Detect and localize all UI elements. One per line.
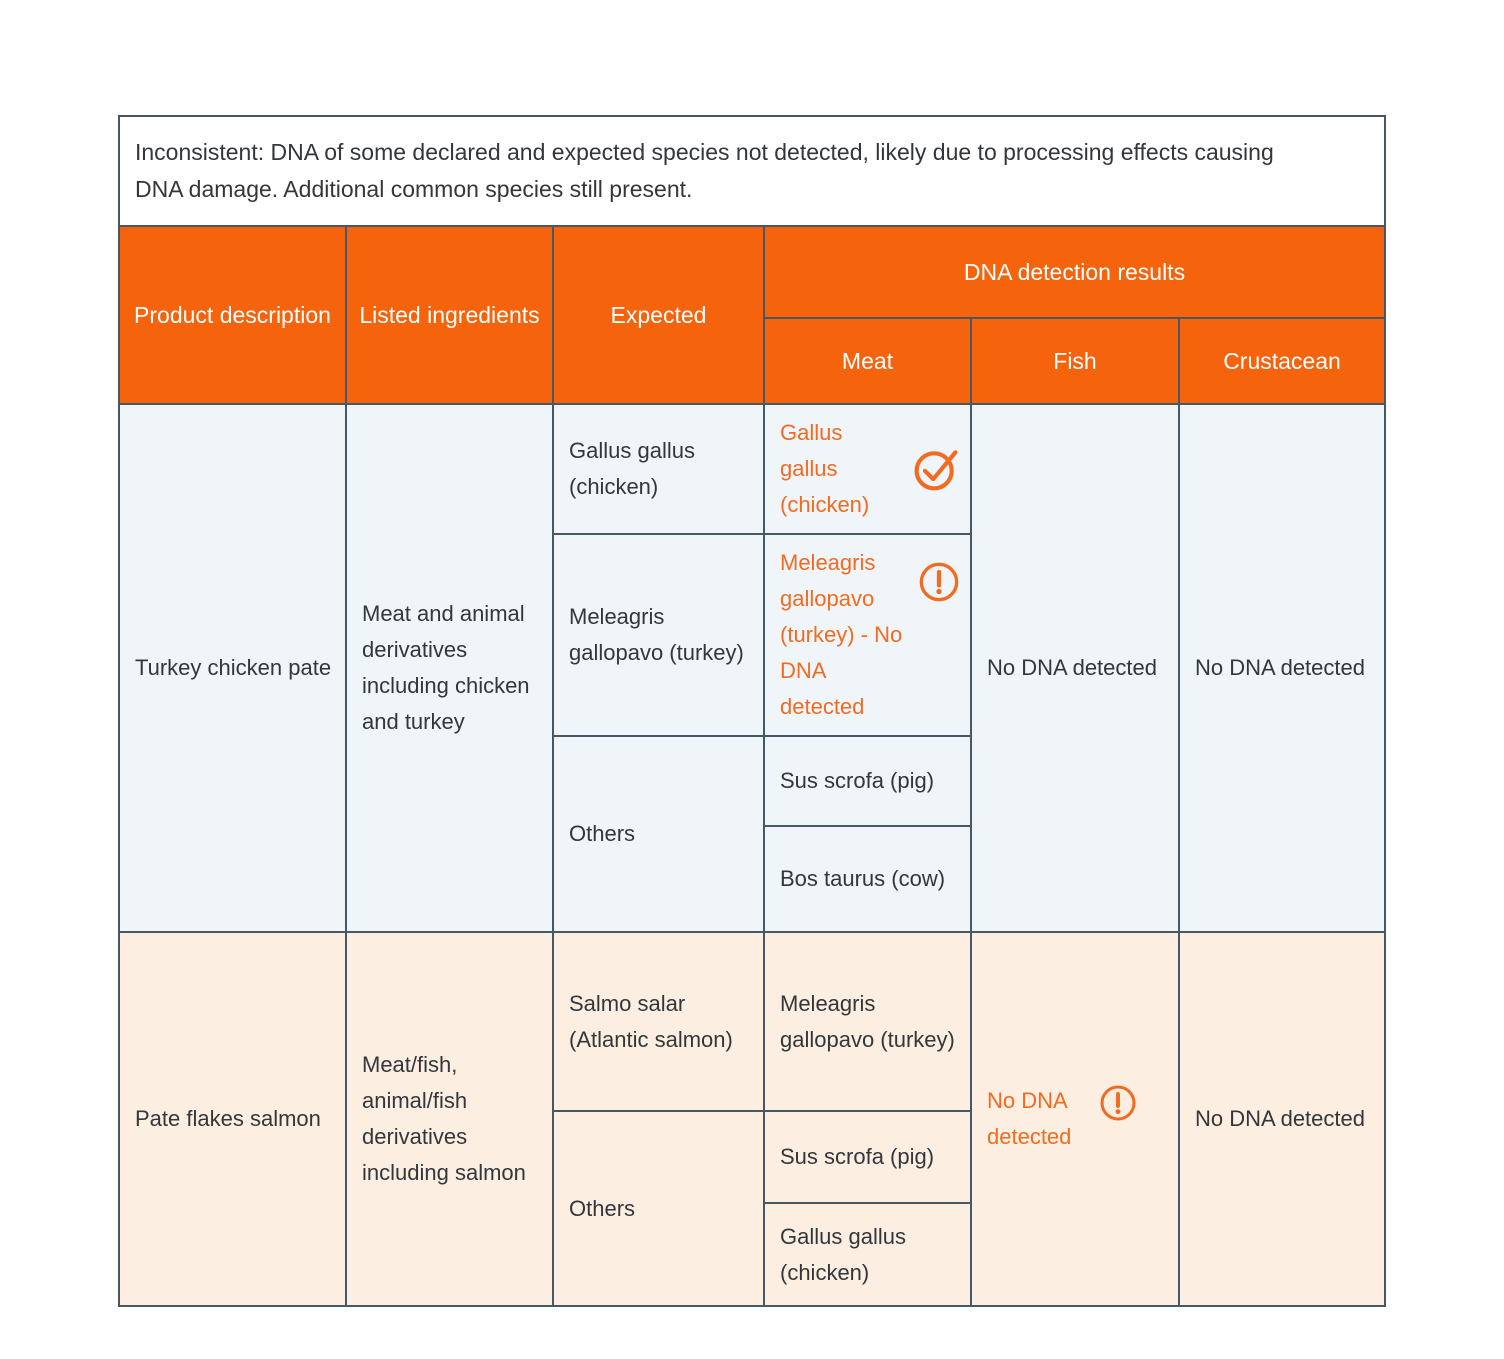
cell-meat-result: Meleagris gallopavo (turkey) xyxy=(763,931,972,1112)
header-fish: Fish xyxy=(970,317,1180,405)
cell-expected-species: Salmo salar (Atlantic salmon) xyxy=(552,931,765,1112)
fish-result-text: No DNA detected xyxy=(987,1088,1072,1149)
header-listed-ingredients: Listed ingredients xyxy=(345,225,554,405)
result-caption-text: Inconsistent: DNA of some declared and e… xyxy=(135,139,1274,202)
cell-meat-result: Bos taurus (cow) xyxy=(763,825,972,933)
cell-expected-species: Others xyxy=(552,735,765,933)
cell-listed-ingredients: Meat and animal derivatives including ch… xyxy=(345,403,554,933)
header-product-description: Product description xyxy=(118,225,347,405)
alert-circle-icon xyxy=(919,562,959,602)
cell-meat-result: Sus scrofa (pig) xyxy=(763,1110,972,1204)
meat-result-text: Meleagris gallopavo (turkey) - No DNA de… xyxy=(780,550,903,719)
cell-meat-result: Meleagris gallopavo (turkey) - No DNA de… xyxy=(763,533,972,737)
cell-meat-result: Gallus gallus (chicken) xyxy=(763,1202,972,1307)
alert-circle-icon xyxy=(1100,1085,1136,1121)
cell-crustacean-result: No DNA detected xyxy=(1178,931,1386,1307)
product-row-turkey-chicken-pate: Turkey chicken pate Meat and animal deri… xyxy=(118,403,1386,933)
cell-fish-result: No DNA detected xyxy=(970,931,1180,1307)
cell-crustacean-result: No DNA detected xyxy=(1178,403,1386,933)
meat-result-text: Gallus gallus (chicken) xyxy=(780,420,870,517)
cell-product-description: Pate flakes salmon xyxy=(118,931,347,1307)
cell-meat-result: Gallus gallus (chicken) xyxy=(763,403,972,535)
cell-expected-species: Meleagris gallopavo (turkey) xyxy=(552,533,765,737)
result-caption: Inconsistent: DNA of some declared and e… xyxy=(118,115,1386,227)
cell-expected-species: Gallus gallus (chicken) xyxy=(552,403,765,535)
cell-fish-result: No DNA detected xyxy=(970,403,1180,933)
header-dna-detection-results: DNA detection results xyxy=(763,225,1386,319)
header-meat: Meat xyxy=(763,317,972,405)
product-row-pate-flakes-salmon: Pate flakes salmon Meat/fish, animal/fis… xyxy=(118,931,1386,1307)
dna-results-table: Product description Listed ingredients E… xyxy=(118,225,1386,1307)
header-expected: Expected xyxy=(552,225,765,405)
cell-listed-ingredients: Meat/fish, animal/fish derivatives inclu… xyxy=(345,931,554,1307)
cell-meat-result: Sus scrofa (pig) xyxy=(763,735,972,827)
page: Inconsistent: DNA of some declared and e… xyxy=(118,115,1386,1307)
header-crustacean: Crustacean xyxy=(1178,317,1386,405)
table-header: Product description Listed ingredients E… xyxy=(118,225,1386,405)
check-circle-icon xyxy=(914,450,958,491)
cell-product-description: Turkey chicken pate xyxy=(118,403,347,933)
cell-expected-species: Others xyxy=(552,1110,765,1307)
